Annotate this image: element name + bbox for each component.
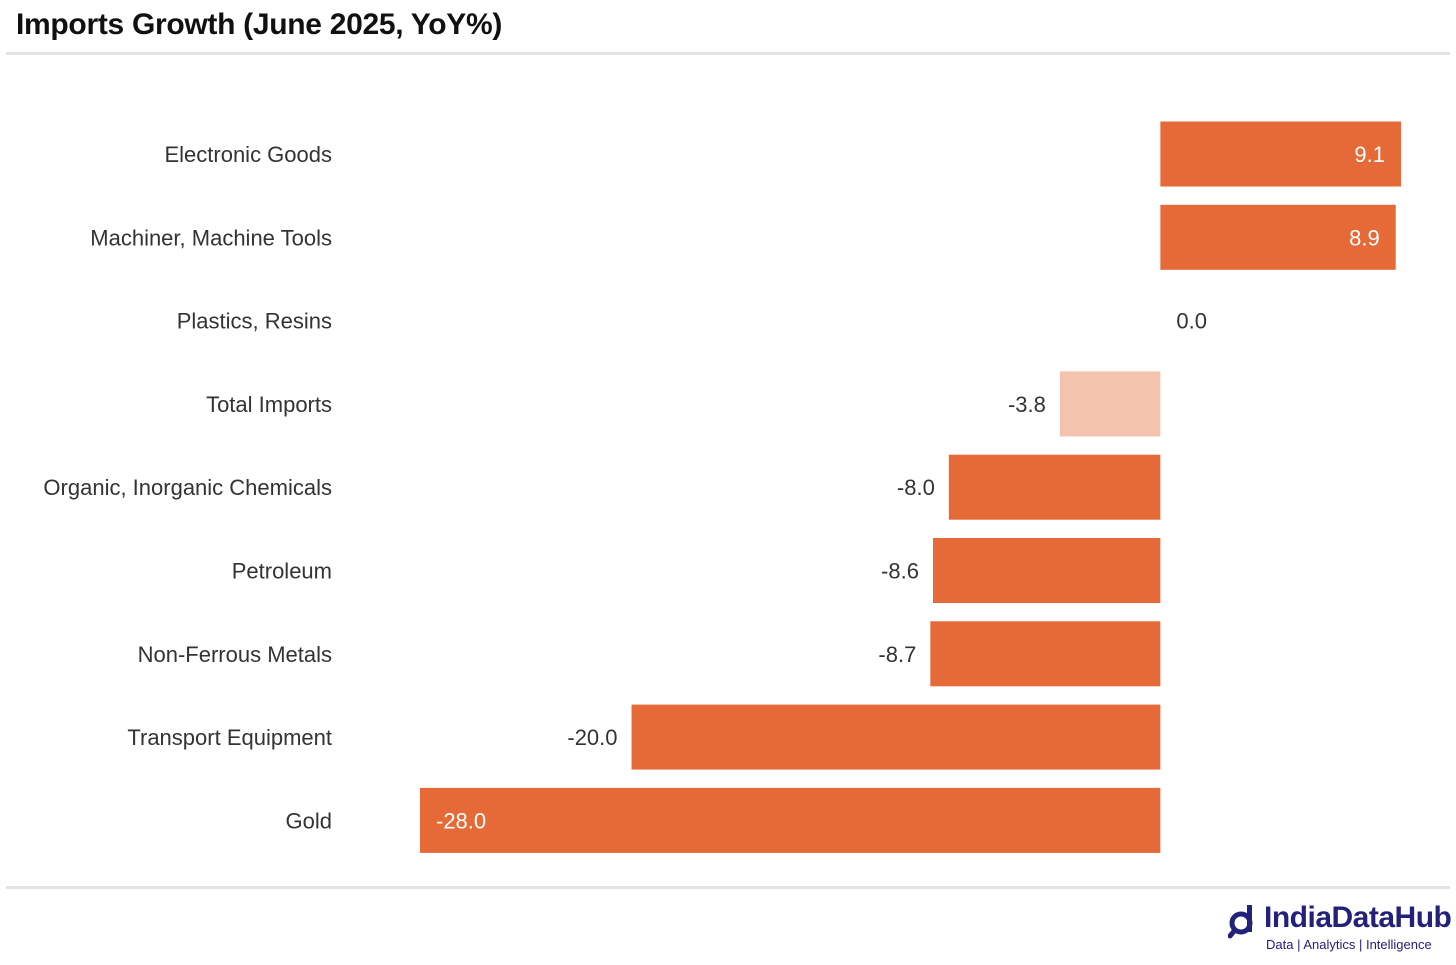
category-label: Gold xyxy=(286,808,332,833)
category-label: Petroleum xyxy=(232,559,332,584)
value-label: -20.0 xyxy=(567,725,617,750)
value-label: 8.9 xyxy=(1349,225,1380,250)
value-label: -8.7 xyxy=(878,642,916,667)
value-label: -8.6 xyxy=(881,559,919,584)
bottom-divider xyxy=(6,886,1450,889)
bar xyxy=(930,621,1161,687)
bar xyxy=(631,704,1161,770)
value-label: 9.1 xyxy=(1354,142,1385,167)
category-label: Non-Ferrous Metals xyxy=(138,642,332,667)
bar xyxy=(932,538,1161,603)
bar xyxy=(1160,121,1401,187)
bar xyxy=(1059,371,1161,437)
category-label: Plastics, Resins xyxy=(177,309,332,334)
category-label: Electronic Goods xyxy=(164,142,332,167)
value-label: 0.0 xyxy=(1176,309,1207,334)
value-label: -28.0 xyxy=(436,808,486,833)
category-label: Organic, Inorganic Chemicals xyxy=(43,475,332,500)
brand-logo: IndiaDataHub Data | Analytics | Intellig… xyxy=(1228,901,1452,957)
top-divider xyxy=(6,52,1450,55)
chart-title: Imports Growth (June 2025, YoY%) xyxy=(16,8,503,41)
category-label: Total Imports xyxy=(206,392,332,417)
magnifier-d-icon xyxy=(1228,905,1253,939)
bar xyxy=(948,454,1161,520)
bar xyxy=(1160,204,1396,270)
category-label: Machiner, Machine Tools xyxy=(90,225,332,250)
brand-tagline: Data | Analytics | Intelligence xyxy=(1266,937,1432,952)
brand-name: IndiaDataHub xyxy=(1264,901,1452,934)
category-label: Transport Equipment xyxy=(127,725,332,750)
value-label: -3.8 xyxy=(1008,392,1046,417)
value-label: -8.0 xyxy=(897,475,935,500)
bar xyxy=(420,787,1161,853)
